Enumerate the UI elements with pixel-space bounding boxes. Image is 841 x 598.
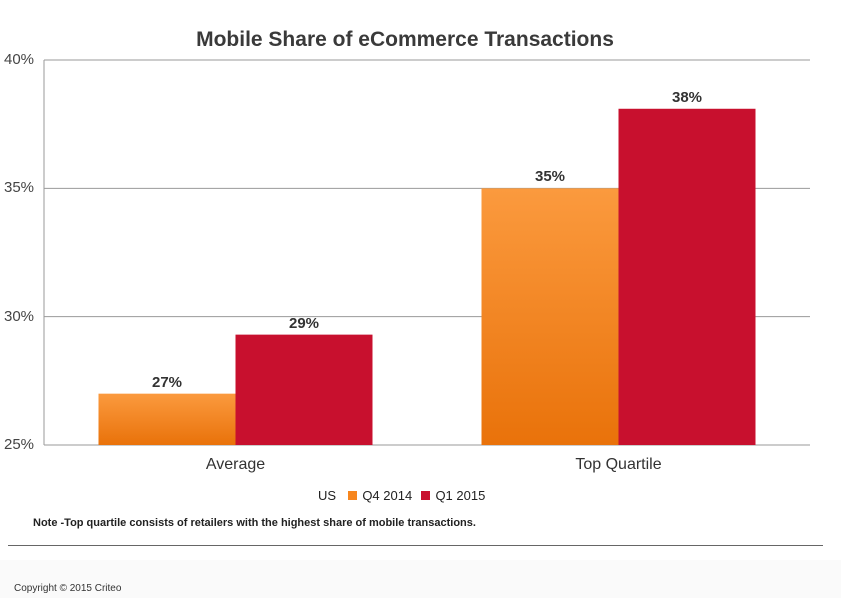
bar-q1-2015-top-quartile bbox=[618, 108, 756, 446]
data-label: 29% bbox=[288, 314, 320, 332]
bar-q1-2015-average bbox=[235, 334, 373, 445]
legend-prefix: US bbox=[318, 488, 337, 504]
footnote: Note -Top quartile consists of retailers… bbox=[33, 517, 476, 529]
divider bbox=[8, 545, 823, 546]
x-tick-label: Average bbox=[205, 456, 266, 473]
y-tick-label: 25% bbox=[4, 436, 35, 453]
x-tick-label: Top Quartile bbox=[575, 456, 662, 473]
bar-q4-2014-top-quartile bbox=[481, 188, 619, 446]
copyright: Copyright © 2015 Criteo bbox=[14, 583, 122, 594]
data-label: 35% bbox=[534, 168, 566, 186]
chart-title: Mobile Share of eCommerce Transactions bbox=[196, 28, 614, 51]
footer-band bbox=[0, 560, 841, 598]
data-label: 38% bbox=[671, 88, 703, 106]
legend-swatch-q4-2014 bbox=[347, 491, 357, 501]
data-label: 27% bbox=[151, 373, 183, 391]
legend: US Q4 2014 Q1 2015 bbox=[318, 487, 485, 503]
y-tick-label: 40% bbox=[4, 51, 35, 68]
legend-label-q4-2014: Q4 2014 bbox=[362, 488, 413, 504]
y-tick-label: 30% bbox=[4, 307, 35, 325]
legend-swatch-q1-2015 bbox=[420, 491, 430, 501]
legend-label-q1-2015: Q1 2015 bbox=[435, 488, 486, 504]
y-tick-label: 35% bbox=[4, 179, 35, 197]
bar-q4-2014-average bbox=[98, 393, 236, 445]
